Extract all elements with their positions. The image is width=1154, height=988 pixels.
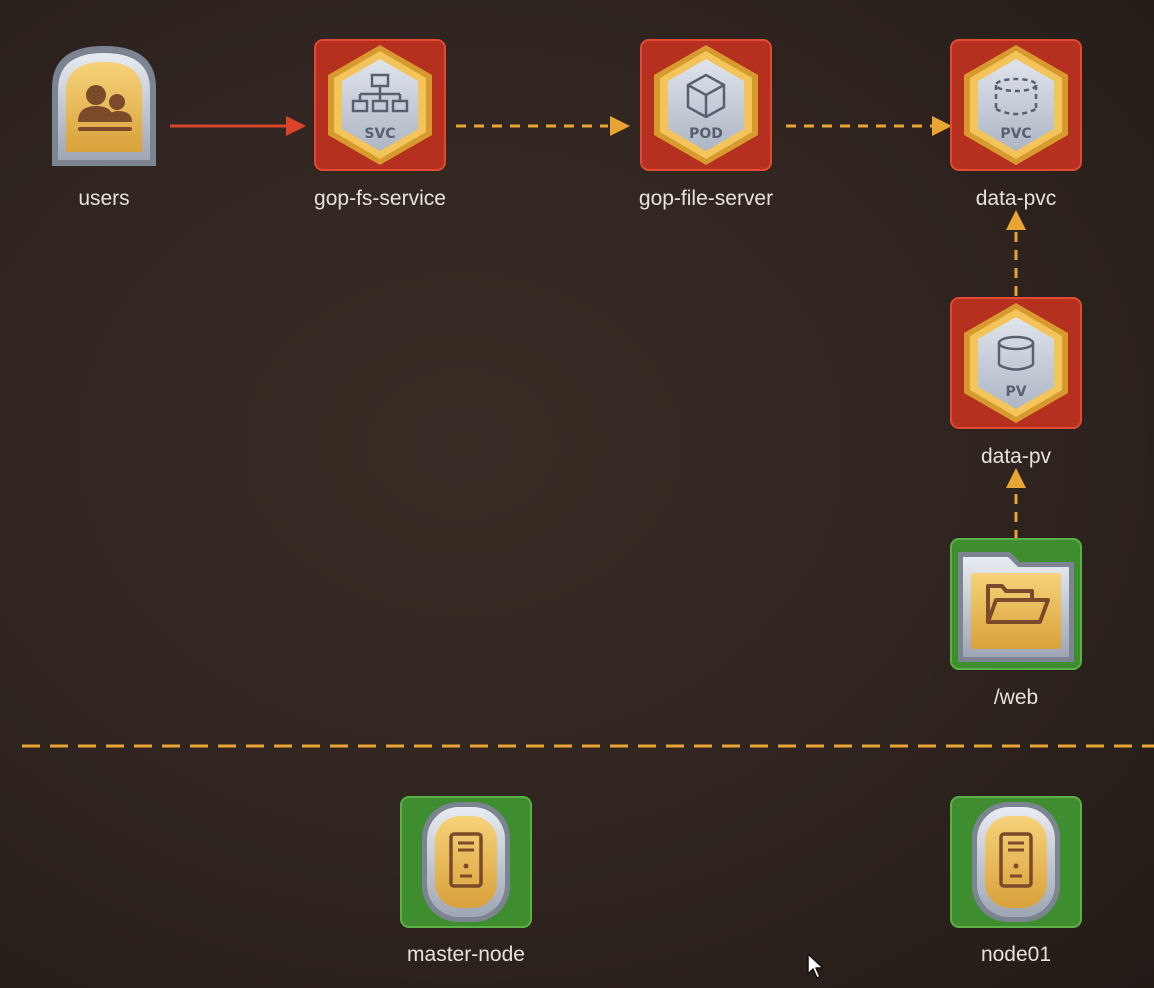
edge-pod-to-pvc	[786, 116, 952, 136]
service-badge: SVC	[364, 126, 395, 142]
node-label[interactable]: gop-fs-service	[314, 187, 446, 210]
users-icon[interactable]	[38, 38, 170, 170]
server-icon[interactable]	[950, 796, 1082, 928]
node-label[interactable]: master-node	[407, 943, 525, 966]
mouse-cursor-icon	[807, 953, 824, 979]
edge-pv-to-pvc	[1006, 210, 1026, 296]
pv-badge: PV	[1005, 384, 1026, 400]
node-label[interactable]: users	[78, 187, 130, 210]
edge-users-to-service	[170, 116, 306, 136]
server-icon[interactable]	[400, 796, 532, 928]
cube-icon[interactable]: POD	[640, 39, 772, 171]
folder-icon[interactable]	[950, 538, 1082, 670]
node-label[interactable]: gop-file-server	[638, 187, 774, 210]
pod-badge: POD	[689, 126, 723, 142]
node-label[interactable]: data-pvc	[975, 187, 1057, 210]
edge-web-to-pv	[1006, 468, 1026, 540]
node-label[interactable]: data-pv	[980, 445, 1052, 468]
cylinder-icon[interactable]: PV	[950, 297, 1082, 429]
pvc-badge: PVC	[1000, 126, 1031, 142]
dashed-cylinder-icon[interactable]: PVC	[950, 39, 1082, 171]
node-label[interactable]: node01	[980, 943, 1052, 966]
network-icon[interactable]: SVC	[314, 39, 446, 171]
node-label[interactable]: /web	[993, 686, 1039, 709]
edge-service-to-pod	[456, 116, 630, 136]
